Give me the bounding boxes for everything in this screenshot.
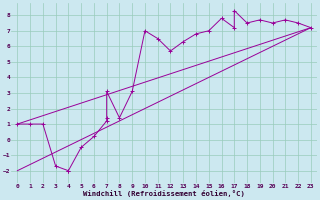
X-axis label: Windchill (Refroidissement éolien,°C): Windchill (Refroidissement éolien,°C) bbox=[83, 190, 245, 197]
